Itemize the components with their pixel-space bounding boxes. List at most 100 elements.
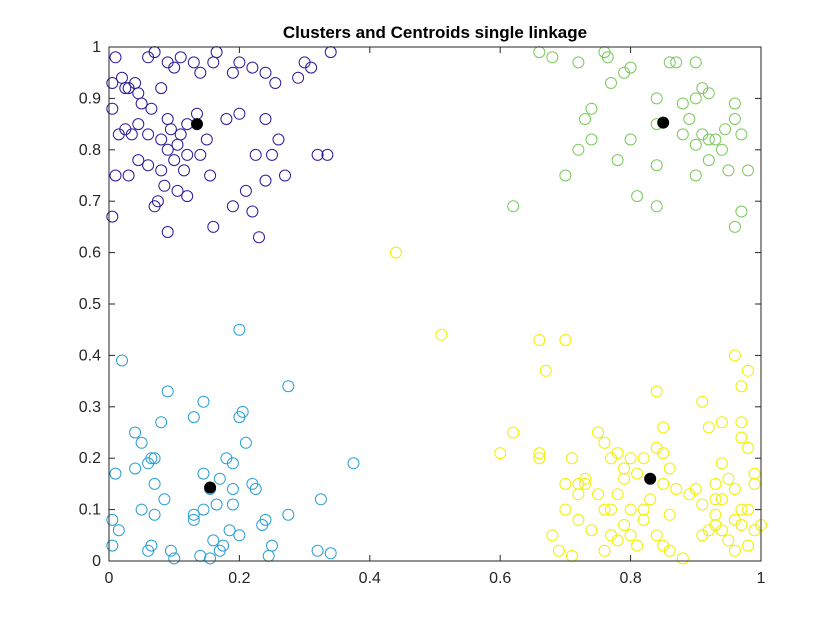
- cluster-4-point: [735, 380, 748, 393]
- y-tick-label: 0.9: [79, 90, 101, 107]
- cluster-2-point: [239, 436, 252, 449]
- cluster-4-point: [618, 519, 631, 531]
- cluster-4-point: [709, 477, 722, 490]
- cluster-4-point: [728, 544, 741, 557]
- cluster-2-point: [217, 539, 230, 552]
- cluster-4-point: [559, 477, 572, 490]
- cluster-3-point: [579, 113, 591, 125]
- cluster-1-point: [158, 179, 171, 192]
- cluster-3-point: [585, 133, 598, 146]
- cluster-3-point: [702, 87, 715, 100]
- cluster-4-point: [533, 334, 546, 346]
- cluster-3-point: [670, 56, 683, 69]
- cluster-4-point: [559, 334, 572, 346]
- cluster-3-point: [605, 77, 617, 89]
- cluster-3-point: [572, 56, 585, 69]
- cluster-4-point: [389, 246, 402, 259]
- centroid-marker: [644, 472, 657, 485]
- cluster-1-point: [132, 118, 145, 131]
- cluster-2-point: [266, 539, 278, 552]
- cluster-1-point: [145, 102, 158, 115]
- cluster-1-point: [155, 133, 168, 146]
- cluster-3-point: [702, 154, 715, 167]
- cluster-1-point: [259, 174, 272, 187]
- cluster-2-point: [135, 436, 148, 449]
- cluster-3-point: [624, 61, 637, 74]
- cluster-4-point: [644, 493, 657, 506]
- cluster-3-point: [722, 164, 735, 177]
- cluster-4-point: [611, 534, 624, 547]
- chart-title: Clusters and Centroids single linkage: [283, 23, 587, 42]
- cluster-4-point: [715, 524, 728, 537]
- cluster-3-point: [689, 138, 702, 151]
- cluster-2-point: [197, 467, 210, 480]
- cluster-1-point: [161, 143, 174, 156]
- cluster-4-point: [598, 503, 611, 516]
- cluster-1-point: [207, 220, 220, 233]
- cluster-4-point: [663, 462, 676, 475]
- cluster-4-point: [598, 544, 611, 557]
- cluster-2-point: [204, 552, 217, 565]
- cluster-3-point: [546, 51, 559, 64]
- cluster-4-point: [748, 477, 761, 490]
- cluster-4-point: [728, 513, 741, 526]
- cluster-3-point: [683, 113, 696, 125]
- cluster-3-point: [728, 97, 741, 110]
- cluster-4-point: [670, 483, 683, 495]
- y-tick-label: 0.3: [79, 399, 101, 416]
- cluster-2-point: [148, 477, 161, 490]
- cluster-1-point: [106, 210, 119, 223]
- cluster-3-point: [735, 128, 748, 141]
- cluster-2-point: [142, 544, 155, 557]
- cluster-4-point: [579, 472, 591, 485]
- x-tick-label: 1: [757, 570, 766, 587]
- cluster-4-point: [676, 552, 689, 565]
- cluster-3-point: [650, 92, 663, 105]
- cluster-2-point: [135, 503, 148, 516]
- cluster-1-point: [142, 159, 155, 172]
- cluster-4-point: [735, 503, 748, 516]
- x-tick-label: 0.2: [228, 570, 250, 587]
- cluster-1-point: [171, 138, 184, 151]
- cluster-1-point: [155, 82, 168, 95]
- cluster-2-point: [106, 539, 119, 552]
- cluster-3-point: [742, 164, 754, 177]
- cluster-4-point: [742, 441, 754, 454]
- cluster-3-point: [709, 133, 722, 146]
- cluster-2-point: [164, 544, 177, 557]
- cluster-1-point: [164, 123, 177, 136]
- cluster-4-point: [637, 452, 650, 465]
- cluster-2-point: [213, 472, 226, 485]
- cluster-2-point: [226, 457, 239, 470]
- cluster-4-point: [631, 539, 644, 552]
- cluster-4-point: [709, 493, 722, 506]
- cluster-4-point: [657, 447, 670, 460]
- cluster-4-point: [742, 364, 754, 377]
- cluster-4-point: [696, 498, 709, 511]
- cluster-3-point: [559, 169, 572, 182]
- cluster-4-point: [494, 447, 507, 460]
- y-tick-label: 0.6: [79, 245, 101, 262]
- cluster-4-point: [696, 529, 709, 542]
- cluster-1-point: [246, 61, 259, 74]
- cluster-1-point: [125, 128, 138, 141]
- cluster-1-point: [142, 128, 155, 141]
- cluster-4-point: [637, 513, 650, 526]
- cluster-1-point: [174, 51, 187, 64]
- cluster-1-point: [292, 71, 305, 84]
- cluster-2-point: [168, 552, 181, 565]
- cluster-2-point: [210, 498, 223, 511]
- y-tick-label: 0: [92, 553, 101, 570]
- cluster-1-point: [171, 184, 184, 197]
- cluster-2-point: [155, 416, 168, 429]
- x-tick-label: 0.4: [359, 570, 381, 587]
- cluster-3-point: [611, 154, 624, 167]
- cluster-4-point: [552, 544, 565, 557]
- cluster-4-point: [579, 477, 591, 490]
- x-tick-label: 0: [105, 570, 114, 587]
- cluster-3-point: [601, 51, 614, 64]
- cluster-1-point: [178, 164, 190, 177]
- cluster-4-point: [572, 488, 585, 501]
- cluster-1-point: [246, 205, 259, 218]
